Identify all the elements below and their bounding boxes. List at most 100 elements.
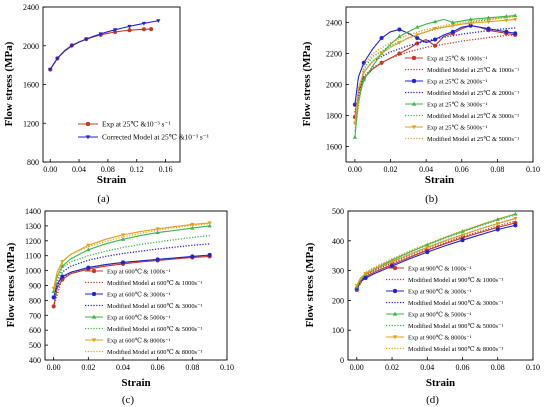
y-axis-label: Flow stress (MPa)	[301, 41, 313, 126]
data-point	[450, 20, 455, 25]
legend-label: Exp at 25℃ & 5000s⁻¹	[427, 124, 487, 131]
legend-label: Modified Model at 25℃ & 1000s⁻¹	[427, 67, 519, 74]
legend-label: Modified Model at 25℃ & 5000s⁻¹	[427, 136, 519, 143]
series-line	[53, 243, 210, 298]
y-tick-label: 700	[29, 311, 41, 320]
series-line	[356, 214, 516, 288]
legend: Exp at 900℃ & 1000s⁻¹ Modified Model at 9…	[386, 265, 503, 353]
series-line	[356, 217, 516, 286]
legend: Exp at 600℃ & 1000s⁻¹ Modified Model at 6…	[85, 268, 202, 356]
plot-area	[51, 221, 212, 309]
plot-area	[354, 211, 518, 293]
legend-label: Modified Model at 600℃ & 8000s⁻¹	[107, 349, 202, 356]
data-point	[513, 216, 518, 221]
chart-panel-b: 0.00 0.02 0.04 0.06 0.08 0.10 1600 1800 2000 2200…	[301, 6, 540, 205]
x-tick-label: 0.02	[384, 165, 398, 174]
data-point	[84, 37, 89, 42]
y-tick-label: 1000	[25, 267, 41, 276]
legend-label: Exp at 25℃ & 2000s⁻¹	[427, 78, 487, 85]
x-tick-label: 0.04	[72, 165, 86, 174]
data-point	[149, 26, 154, 32]
data-point	[141, 27, 147, 32]
y-tick-label: 1300	[25, 222, 41, 231]
legend-marker	[91, 314, 97, 319]
y-tick-label: 1200	[25, 237, 41, 246]
x-tick-label: 0.04	[116, 363, 130, 372]
y-tick-label: 2000	[326, 81, 342, 90]
data-point	[425, 245, 430, 250]
legend-marker	[85, 135, 91, 140]
data-point	[389, 260, 395, 264]
data-point	[127, 24, 132, 29]
data-point	[86, 243, 91, 248]
data-point	[207, 223, 212, 228]
legend-label: Corrected Model at 25℃ &10⁻³ s⁻¹	[102, 132, 209, 141]
y-tick-label: 400	[332, 237, 344, 246]
x-tick-label: 0.10	[220, 363, 234, 372]
data-point	[155, 230, 160, 235]
data-point	[468, 21, 473, 26]
legend-label: Modified Model at 600℃ & 1000s⁻¹	[107, 280, 202, 287]
data-point	[450, 24, 455, 28]
legend-marker	[91, 338, 97, 343]
y-tick-label: 600	[29, 326, 41, 335]
legend-marker	[411, 101, 417, 106]
series-line	[53, 234, 210, 292]
data-point	[397, 51, 402, 56]
data-point	[55, 56, 60, 61]
series-line	[49, 20, 159, 70]
y-tick-label: 1600	[326, 143, 342, 152]
data-point	[190, 225, 195, 230]
y-tick-label: 1200	[23, 119, 39, 128]
legend-label: Exp at 900℃ & 5000s⁻¹	[408, 311, 472, 318]
x-tick-label: 0.16	[159, 165, 173, 174]
chart-panel-a: 0.00 0.04 0.08 0.12 0.16 800 1200 1600 2000 2400 S…	[3, 3, 209, 205]
y-tick-label: 2400	[23, 3, 39, 12]
data-point	[156, 19, 161, 24]
panel-caption: (a)	[97, 193, 110, 205]
legend-label: Exp at 25℃ & 3000s⁻¹	[427, 101, 487, 108]
data-point	[48, 67, 53, 72]
data-point	[190, 222, 195, 227]
data-point	[120, 237, 126, 241]
legend-marker	[411, 78, 417, 84]
series-line	[53, 225, 210, 292]
x-tick-label: 0.06	[151, 363, 165, 372]
legend-label: Exp at 900℃ & 3000s⁻¹	[408, 288, 472, 295]
data-point	[425, 250, 430, 255]
data-point	[379, 35, 384, 41]
data-point	[86, 247, 91, 252]
x-tick-label: 0.02	[81, 363, 95, 372]
x-tick-label: 0.08	[491, 363, 505, 372]
chart-panel-d: 0.00 0.02 0.04 0.06 0.08 0.10 0 100 200 300 400 500…	[304, 207, 540, 406]
y-tick-label: 100	[332, 326, 344, 335]
series-line	[354, 18, 516, 124]
series-line	[354, 15, 516, 125]
data-point	[460, 233, 465, 238]
legend-marker	[392, 311, 398, 316]
x-tick-label: 0.00	[350, 363, 364, 372]
data-point	[415, 33, 420, 38]
x-tick-label: 0.10	[526, 363, 540, 372]
data-point	[207, 252, 212, 258]
legend-label: Modified Model at 900℃ & 3000s⁻¹	[408, 300, 503, 307]
y-tick-label: 900	[29, 282, 41, 291]
x-tick-label: 0.00	[43, 165, 57, 174]
data-point	[486, 15, 491, 20]
data-point	[513, 31, 518, 36]
panel-caption: (c)	[122, 394, 135, 406]
legend-marker	[411, 125, 417, 130]
data-point	[397, 34, 402, 38]
data-point	[513, 17, 518, 22]
y-tick-label: 1600	[23, 81, 39, 90]
legend-marker	[91, 268, 97, 274]
plot-area	[48, 19, 161, 72]
data-point	[113, 28, 118, 33]
y-tick-label: 2400	[326, 19, 342, 28]
y-tick-label: 500	[332, 207, 344, 216]
data-point	[432, 27, 438, 31]
legend-label: Exp at 600℃ & 1000s⁻¹	[107, 268, 171, 275]
y-tick-label: 2000	[23, 42, 39, 51]
chart-panel-c: 0.00 0.02 0.04 0.06 0.08 0.10 400 500 600 700 800 9…	[5, 207, 234, 406]
